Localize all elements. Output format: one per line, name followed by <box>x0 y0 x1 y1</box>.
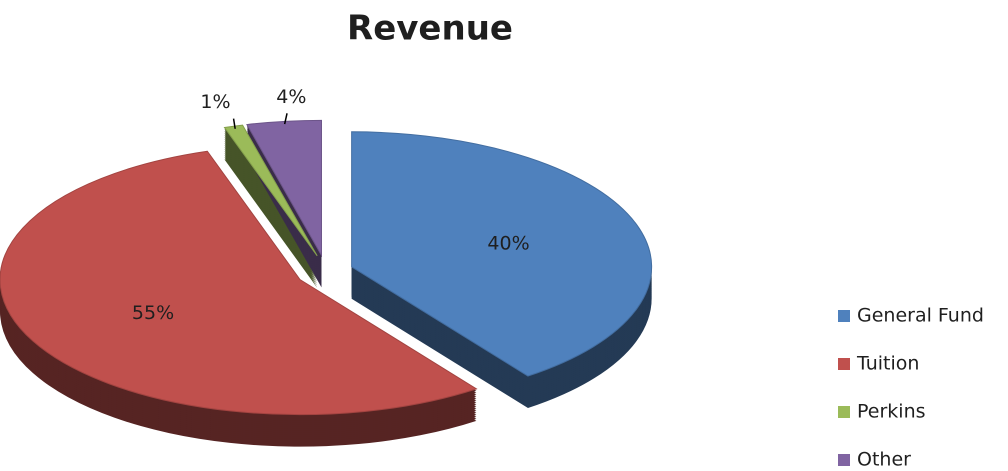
legend-swatch <box>838 406 850 418</box>
slice-side <box>224 149 318 280</box>
legend-label: Other <box>857 449 911 471</box>
legend-swatch <box>838 358 850 370</box>
legend-swatch <box>838 310 850 322</box>
slice-side <box>224 157 318 288</box>
data-label: 4% <box>276 86 306 108</box>
slice <box>223 124 318 257</box>
slice <box>246 119 322 258</box>
leader-line <box>283 113 288 125</box>
data-label: 55% <box>132 302 174 324</box>
data-label: 40% <box>487 232 529 254</box>
legend-swatch <box>838 454 850 466</box>
slice <box>0 150 478 416</box>
slice-side <box>224 151 318 282</box>
slice-side <box>224 143 318 274</box>
legend-label: General Fund <box>857 305 984 327</box>
leader-line <box>232 118 236 129</box>
pie <box>0 119 653 447</box>
data-label: 1% <box>200 91 230 113</box>
slice <box>351 131 653 377</box>
legend-label: Tuition <box>856 353 919 375</box>
legend-label: Perkins <box>857 401 926 423</box>
slice-side <box>224 153 318 284</box>
slice-side <box>224 141 318 272</box>
chart-title: Revenue <box>347 9 513 49</box>
slice-side <box>224 147 318 278</box>
slice-side <box>224 145 318 276</box>
slice-side <box>224 155 318 286</box>
